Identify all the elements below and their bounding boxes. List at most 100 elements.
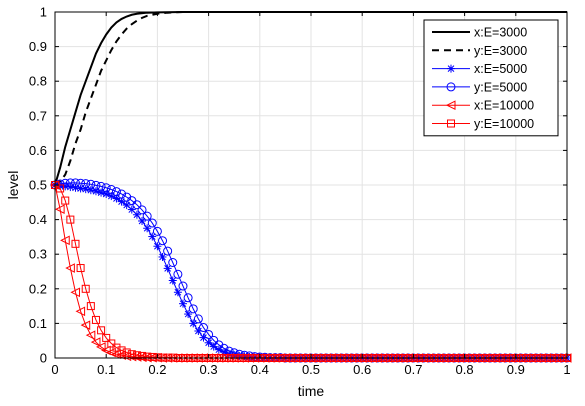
x-tick-label: 0.7 bbox=[404, 362, 422, 377]
data-point bbox=[132, 351, 141, 360]
data-point bbox=[168, 276, 177, 285]
legend-marker bbox=[445, 100, 456, 111]
data-point bbox=[81, 179, 91, 189]
data-point bbox=[132, 200, 142, 210]
data-point bbox=[56, 184, 65, 193]
y-axis-label: level bbox=[5, 171, 21, 200]
data-point bbox=[163, 246, 173, 256]
y-tick-label: 0.5 bbox=[29, 178, 47, 193]
data-point bbox=[184, 310, 193, 319]
data-point bbox=[117, 197, 126, 206]
data-point bbox=[148, 232, 157, 241]
data-point bbox=[117, 346, 126, 355]
x-tick-label: 0.1 bbox=[97, 362, 115, 377]
legend-marker bbox=[447, 64, 455, 73]
data-point bbox=[107, 339, 116, 348]
data-point bbox=[204, 329, 214, 339]
data-point bbox=[76, 178, 86, 188]
x-axis-label: time bbox=[298, 383, 325, 399]
y-tick-label: 0.7 bbox=[29, 108, 47, 123]
y-tick-label: 0 bbox=[40, 351, 47, 366]
data-point bbox=[70, 287, 80, 298]
data-point bbox=[163, 264, 172, 273]
y-tick-label: 0.4 bbox=[29, 212, 47, 227]
legend-label: y:E=10000 bbox=[474, 117, 534, 131]
data-point bbox=[71, 239, 80, 248]
data-point bbox=[96, 181, 106, 191]
data-point bbox=[117, 189, 127, 199]
data-point bbox=[76, 264, 85, 273]
data-point bbox=[204, 338, 213, 347]
data-point bbox=[112, 343, 121, 352]
x-tick-label: 0.6 bbox=[353, 362, 371, 377]
grid bbox=[55, 12, 567, 358]
axis-ticks: 0 0.1 0.2 0.3 0.4 0.5 0.6 0.7 0.8 0.9 1 0 0.1 0.2 0.3 0… bbox=[29, 5, 571, 378]
data-point bbox=[158, 252, 167, 261]
data-point bbox=[147, 218, 157, 228]
data-point bbox=[138, 351, 147, 360]
data-point bbox=[198, 323, 208, 333]
legend-marker bbox=[447, 119, 455, 128]
x-tick-label: 0.2 bbox=[148, 362, 166, 377]
data-point bbox=[179, 299, 187, 308]
data-point bbox=[193, 314, 203, 324]
data-point bbox=[60, 178, 70, 188]
data-point bbox=[85, 330, 96, 340]
data-point bbox=[137, 205, 147, 215]
data-point bbox=[153, 242, 162, 251]
y-tick-label: 0.1 bbox=[29, 316, 47, 331]
x-tick-label: 0.4 bbox=[251, 362, 269, 377]
x-tick-label: 1 bbox=[563, 362, 570, 377]
x-tick-label: 0.5 bbox=[302, 362, 320, 377]
data-point bbox=[153, 353, 162, 362]
data-point bbox=[90, 337, 101, 347]
legend-label: y:E=3000 bbox=[474, 44, 527, 58]
data-point bbox=[188, 304, 198, 314]
legend-item: x:E=5000 bbox=[432, 62, 527, 76]
data-point bbox=[158, 236, 168, 246]
data-point bbox=[152, 226, 162, 236]
data-point bbox=[65, 178, 75, 188]
legend-item: y:E=10000 bbox=[432, 117, 534, 131]
data-point bbox=[143, 224, 152, 233]
data-point bbox=[81, 284, 90, 293]
data-point bbox=[173, 288, 182, 297]
data-point bbox=[148, 352, 157, 361]
legend-item: x:E=10000 bbox=[432, 99, 534, 113]
data-point bbox=[61, 196, 70, 205]
legend-label: x:E=5000 bbox=[474, 62, 527, 76]
data-point bbox=[65, 263, 75, 273]
legend-label: y:E=5000 bbox=[474, 80, 527, 94]
legend-item: x:E=3000 bbox=[432, 26, 527, 40]
data-point bbox=[80, 320, 91, 330]
data-point bbox=[183, 293, 193, 303]
x-tick-label: 0 bbox=[51, 362, 58, 377]
data-point bbox=[102, 333, 111, 342]
y-tick-label: 1 bbox=[40, 5, 47, 20]
legend-item: y:E=3000 bbox=[432, 44, 527, 58]
data-point bbox=[91, 315, 100, 324]
data-point bbox=[168, 258, 178, 268]
x-tick-label: 0.9 bbox=[507, 362, 525, 377]
data-point bbox=[224, 346, 234, 356]
data-point bbox=[55, 204, 65, 215]
legend-box bbox=[423, 19, 559, 137]
legend-item: y:E=5000 bbox=[432, 80, 527, 94]
data-point bbox=[101, 345, 111, 356]
data-point bbox=[66, 215, 75, 224]
data-point bbox=[219, 343, 229, 353]
data-point bbox=[143, 352, 152, 361]
legend-label: x:E=3000 bbox=[474, 26, 527, 40]
legend-marker bbox=[446, 82, 456, 92]
data-point bbox=[106, 184, 116, 194]
data-point bbox=[91, 180, 101, 190]
y-tick-label: 0.9 bbox=[29, 39, 47, 54]
data-point bbox=[122, 348, 131, 357]
data-point bbox=[101, 183, 111, 193]
data-point bbox=[142, 211, 152, 221]
data-point bbox=[209, 335, 219, 345]
y-tick-label: 0.2 bbox=[29, 281, 47, 296]
data-point bbox=[111, 187, 121, 197]
legend: x:E=3000 y:E=3000 x:E=5000 y:E=5000 x:E=1000… bbox=[423, 19, 559, 137]
